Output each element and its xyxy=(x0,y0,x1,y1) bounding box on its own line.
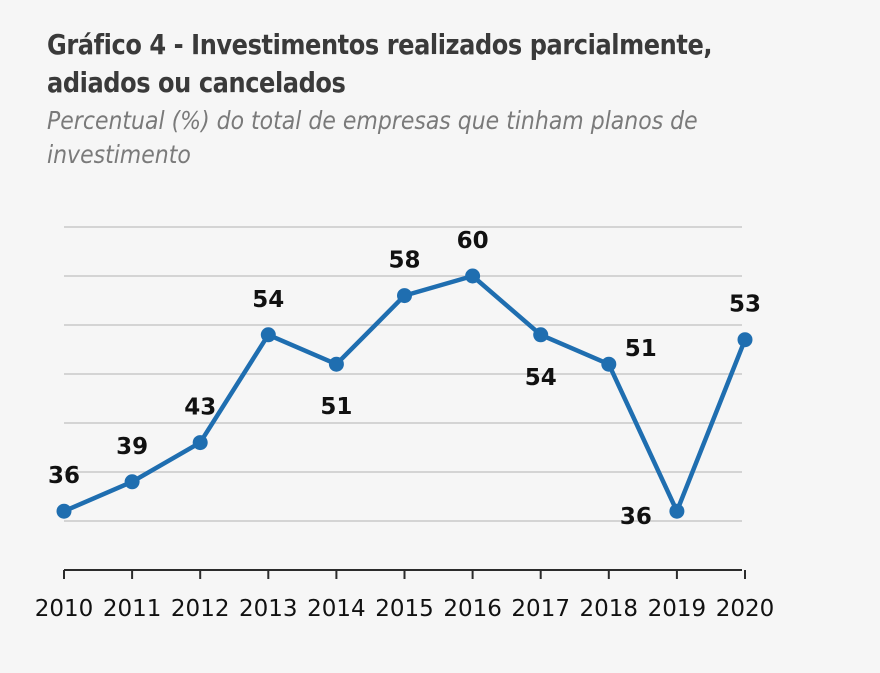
data-point xyxy=(260,327,276,343)
data-point xyxy=(737,332,753,348)
data-label: 54 xyxy=(252,287,284,313)
data-point xyxy=(533,327,549,343)
x-tick-label: 2019 xyxy=(648,596,707,622)
chart-title-line-1: Gráfico 4 - Investimentos realizados par… xyxy=(47,28,713,61)
data-label: 53 xyxy=(729,292,761,318)
data-point xyxy=(124,474,140,490)
data-point xyxy=(465,268,481,284)
x-tick-label: 2018 xyxy=(580,596,639,622)
data-point xyxy=(328,356,344,372)
x-tick-label: 2013 xyxy=(239,596,298,622)
series-line xyxy=(61,273,748,514)
x-tick-label: 2014 xyxy=(307,596,366,622)
x-tick-label: 2010 xyxy=(35,596,94,622)
x-tick-label: 2020 xyxy=(716,596,775,622)
data-label: 36 xyxy=(48,463,80,489)
data-label: 51 xyxy=(320,394,352,420)
chart-title-line-2: adiados ou cancelados xyxy=(47,66,346,99)
data-point xyxy=(192,435,208,451)
x-tick-label: 2011 xyxy=(103,596,162,622)
x-tick-label: 2012 xyxy=(171,596,230,622)
data-label: 51 xyxy=(625,336,657,362)
chart-title: Gráfico 4 - Investimentos realizados par… xyxy=(47,26,735,102)
data-point xyxy=(56,503,72,519)
chart-subtitle-line-1: Percentual (%) do total de empresas que … xyxy=(47,106,698,135)
chart-subtitle-line-2: investimento xyxy=(47,140,191,169)
data-point xyxy=(601,356,617,372)
data-label: 43 xyxy=(184,395,216,421)
data-label: 60 xyxy=(457,228,489,254)
data-label: 58 xyxy=(388,248,420,274)
data-point xyxy=(669,503,685,519)
data-point xyxy=(397,288,412,304)
x-tick-label: 2017 xyxy=(511,596,570,622)
data-label: 54 xyxy=(525,365,557,391)
x-tick-label: 2015 xyxy=(375,596,434,622)
data-label: 39 xyxy=(116,434,148,460)
chart-subtitle: Percentual (%) do total de empresas que … xyxy=(47,104,716,172)
x-tick-label: 2016 xyxy=(443,596,502,622)
data-label: 36 xyxy=(620,504,652,530)
